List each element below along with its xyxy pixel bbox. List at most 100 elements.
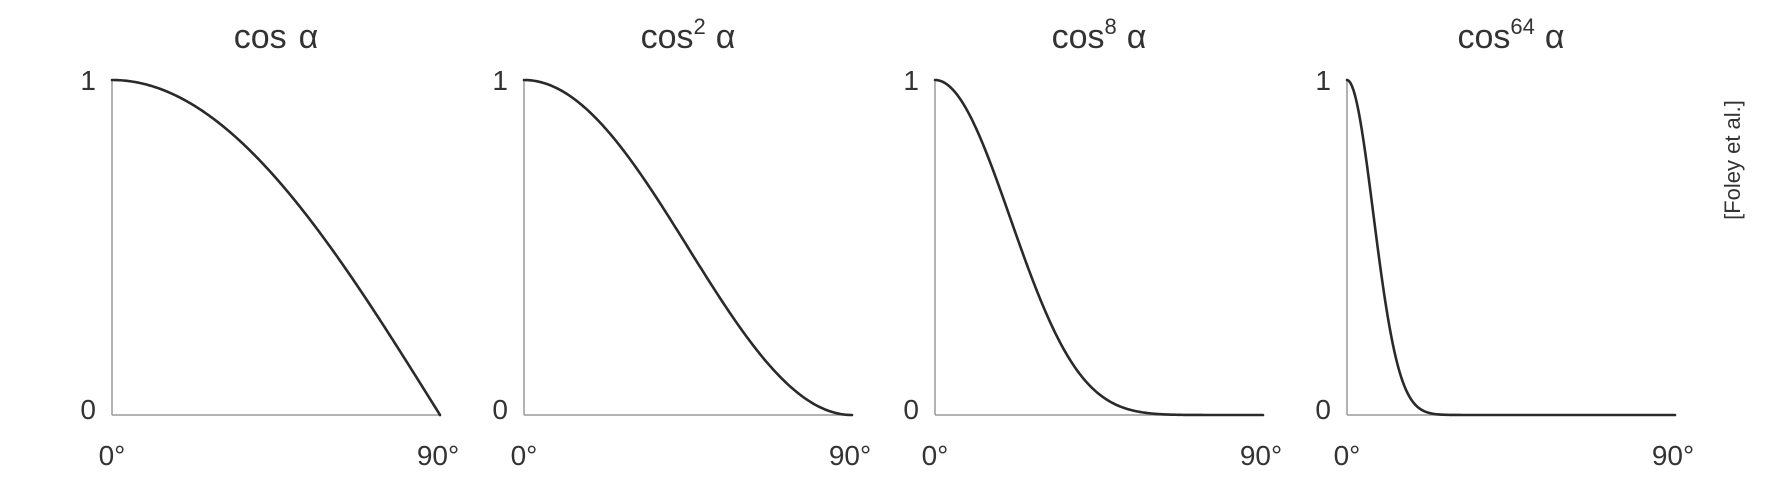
data-point: [183, 99, 186, 101]
data-point: [256, 157, 259, 160]
chart-panel-1: cos α 1 00° 90°: [80, 18, 459, 471]
data-point: [1637, 414, 1640, 416]
data-point: [632, 162, 635, 165]
data-point: [796, 391, 799, 394]
y-tick-label-bottom: 0: [80, 394, 96, 425]
data-point: [1170, 413, 1173, 416]
chart-panel-2: cos2 α 1 00° 90°: [492, 14, 871, 471]
data-point: [650, 189, 653, 192]
data-point: [668, 217, 671, 220]
data-point: [1564, 414, 1567, 416]
chart-title: cos8 α: [1052, 14, 1147, 56]
y-tick-label-top: 1: [903, 65, 919, 96]
data-point: [1025, 262, 1028, 264]
data-point: [1397, 365, 1399, 368]
data-point: [1491, 414, 1494, 416]
data-point: [1367, 177, 1370, 180]
chart-title-base: cos: [1052, 18, 1105, 56]
data-point: [595, 118, 598, 121]
y-tick-label-top: 1: [80, 65, 96, 96]
series-line: [110, 78, 442, 417]
chart-title-symbol: α: [1545, 18, 1565, 56]
data-point: [129, 80, 132, 83]
x-tick-label-left: 0°: [99, 440, 126, 471]
data-point: [147, 84, 150, 86]
data-point: [741, 330, 744, 333]
y-tick-label-top: 1: [1315, 65, 1331, 96]
data-point: [1189, 414, 1192, 416]
data-point: [1601, 414, 1604, 416]
series-line: [933, 78, 1265, 417]
data-point: [851, 414, 853, 416]
data-point: [778, 374, 781, 377]
data-point: [523, 79, 525, 81]
chart-title-exponent: 8: [1105, 14, 1117, 39]
y-tick-label-bottom: 0: [903, 394, 919, 425]
data-point: [1418, 408, 1421, 410]
data-point: [1152, 412, 1155, 415]
data-point: [1674, 414, 1676, 416]
x-tick-label-right: 90°: [1240, 440, 1282, 471]
data-point: [275, 177, 277, 180]
chart-title-base: cos: [1457, 18, 1510, 56]
x-tick-label-left: 0°: [511, 440, 538, 471]
data-point: [311, 221, 314, 224]
data-point: [759, 354, 762, 356]
data-point: [577, 101, 580, 104]
data-point: [1207, 414, 1210, 416]
data-point: [988, 160, 991, 162]
x-tick-label-right: 90°: [1652, 440, 1694, 471]
chart-title-base: cos: [641, 18, 694, 56]
data-point: [832, 411, 835, 414]
chart-title-symbol: α: [716, 18, 736, 56]
data-point: [614, 139, 617, 141]
data-point: [1079, 374, 1082, 377]
chart-title: cos α: [234, 18, 319, 56]
data-point: [111, 79, 113, 81]
data-point: [366, 299, 369, 302]
data-point: [1098, 392, 1100, 395]
data-point: [1455, 414, 1458, 416]
data-point: [165, 90, 168, 93]
figure-credit: [Foley et al.]: [1720, 100, 1745, 220]
data-point: [1528, 414, 1531, 416]
data-point: [1353, 91, 1356, 94]
y-tick-label-bottom: 0: [1315, 394, 1331, 425]
data-point: [1061, 346, 1064, 348]
x-tick-label-left: 0°: [1334, 440, 1361, 471]
data-point: [1225, 414, 1228, 416]
data-point: [439, 414, 441, 416]
series-line: [1345, 78, 1677, 417]
y-tick-label-top: 1: [492, 65, 508, 96]
chart-title-exponent: 64: [1510, 14, 1534, 39]
data-point: [1437, 413, 1440, 416]
data-point: [687, 246, 689, 249]
chart-title-base: cos: [234, 18, 287, 56]
data-point: [559, 89, 562, 91]
data-point: [1389, 332, 1392, 335]
chart-title: cos2 α: [641, 14, 736, 56]
x-tick-label-left: 0°: [922, 440, 949, 471]
data-point: [970, 117, 973, 120]
data-point: [220, 123, 223, 126]
data-point: [934, 79, 936, 81]
data-point: [202, 110, 205, 113]
data-point: [402, 355, 405, 358]
data-point: [238, 139, 241, 142]
x-tick-label-right: 90°: [829, 440, 871, 471]
data-point: [1116, 404, 1119, 407]
chart-title-exponent: 2: [694, 14, 706, 39]
chart-title-symbol: α: [1127, 18, 1147, 56]
chart-panel-3: cos8 α 1 00° 90°: [903, 14, 1282, 471]
data-point: [952, 89, 955, 91]
data-point: [1346, 79, 1348, 81]
data-point: [1360, 127, 1363, 130]
data-point: [1134, 410, 1137, 412]
data-point: [1243, 414, 1246, 416]
data-point: [420, 384, 423, 387]
data-point: [541, 81, 544, 84]
y-tick-label-bottom: 0: [492, 394, 508, 425]
chart-title-symbol: α: [299, 18, 319, 56]
